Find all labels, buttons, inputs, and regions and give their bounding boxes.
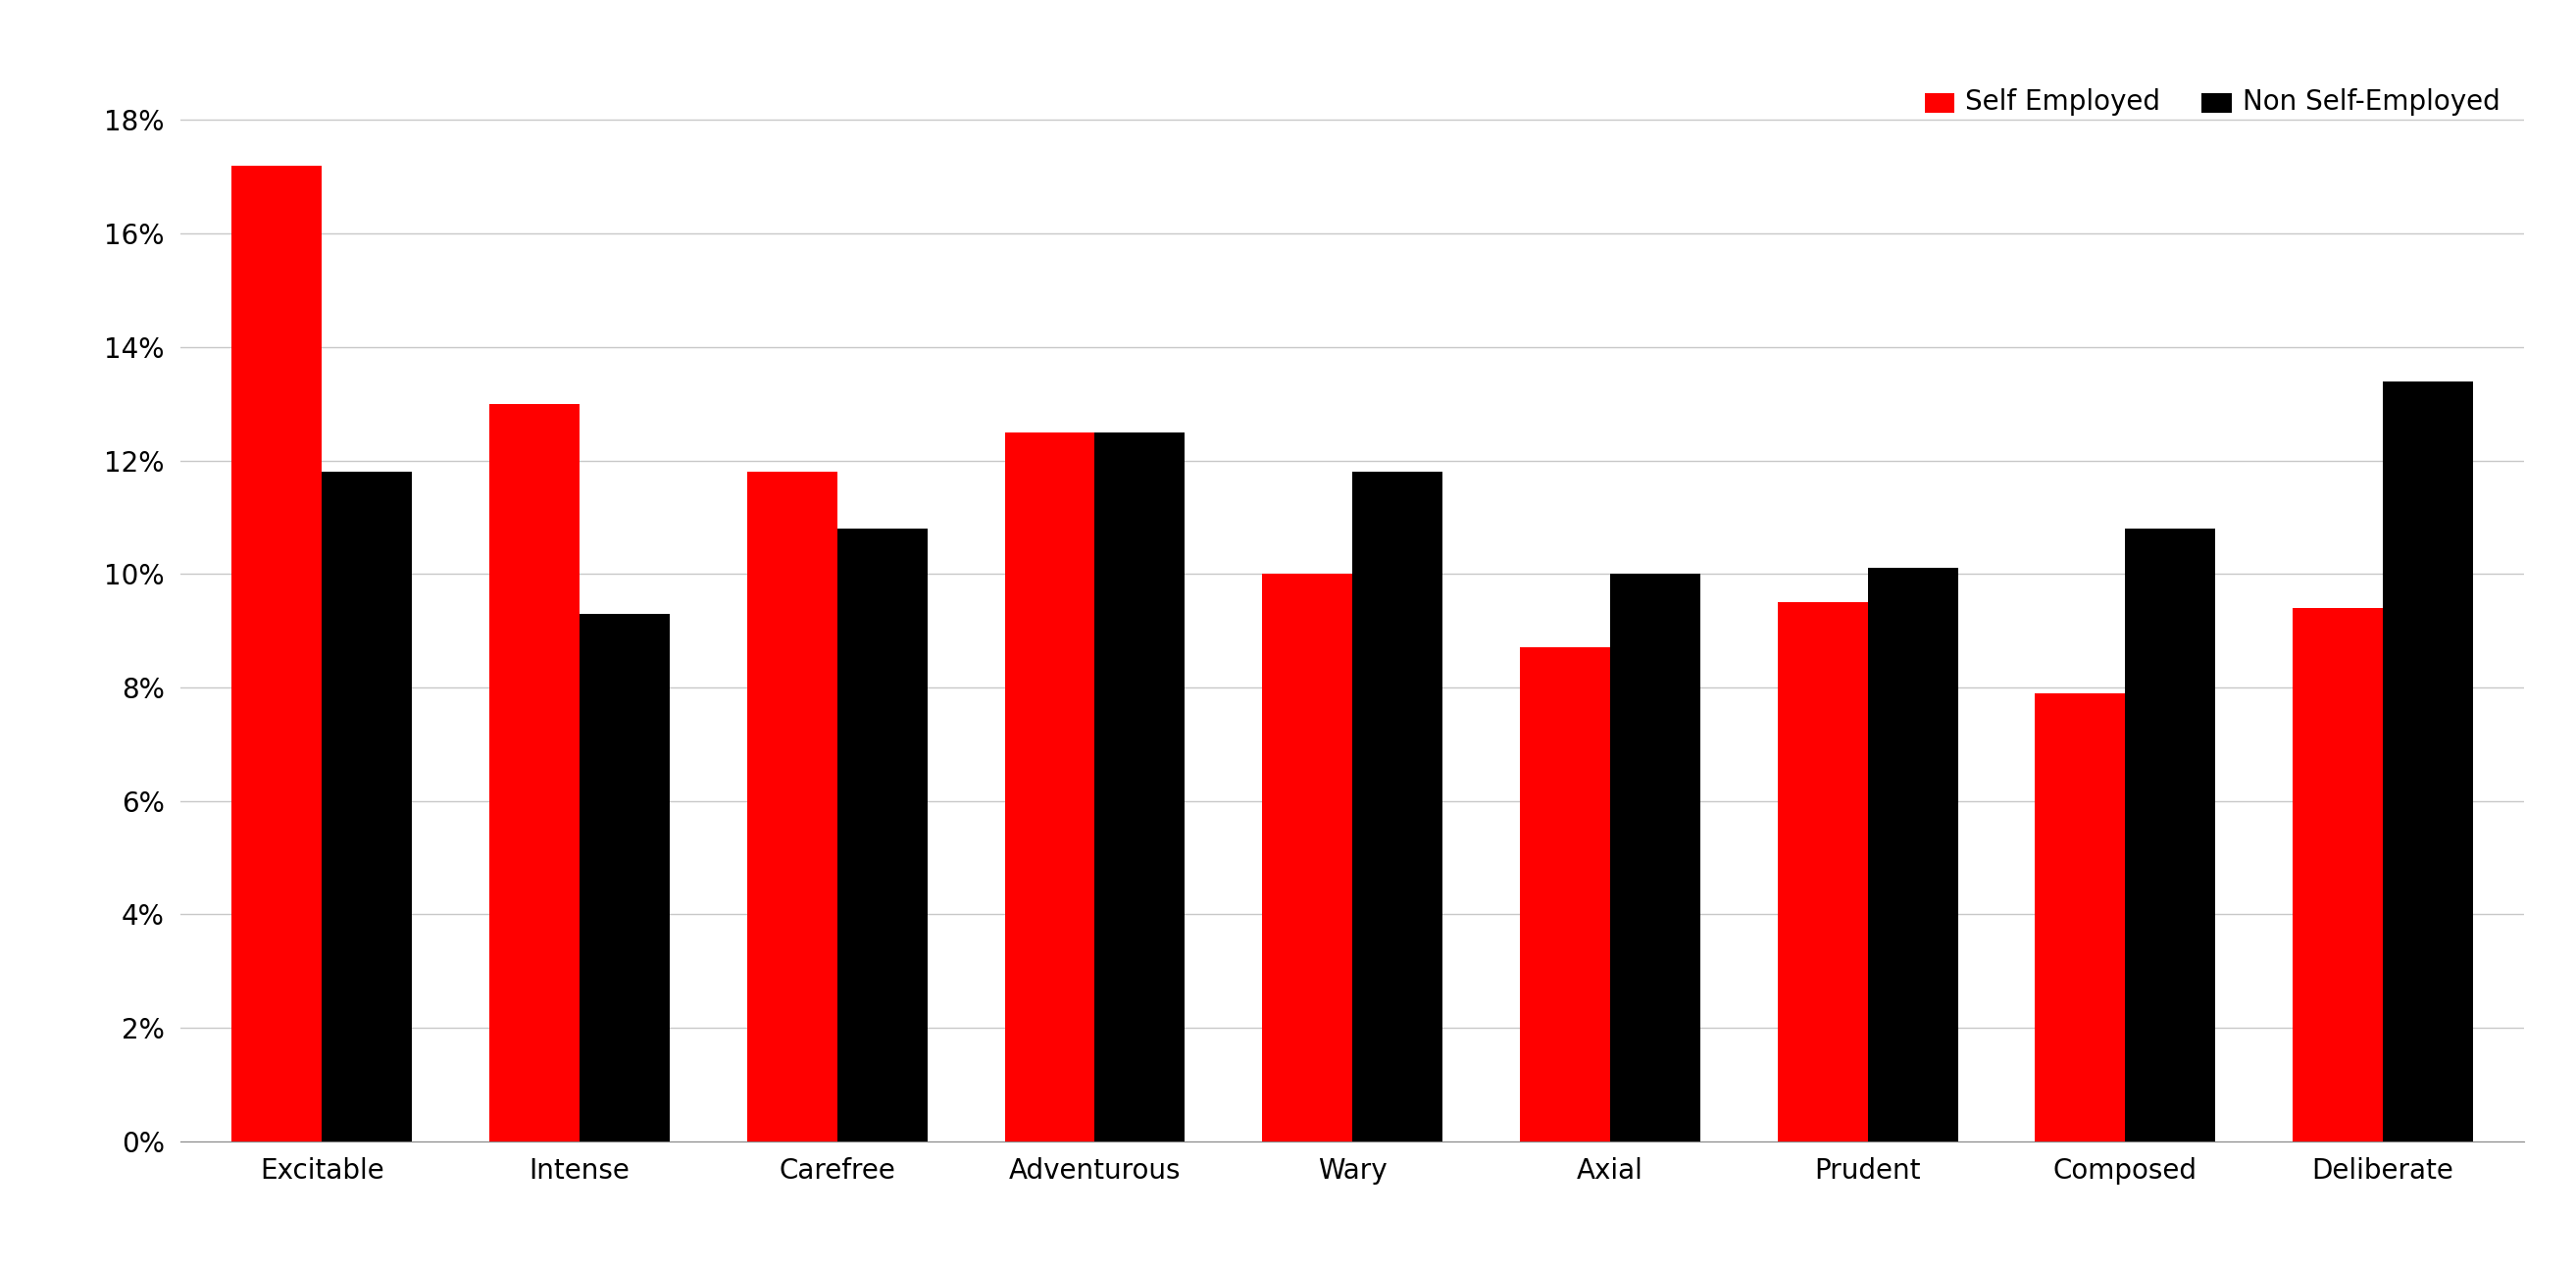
Bar <box>322 472 412 1141</box>
Bar <box>1868 568 1958 1141</box>
Bar <box>2035 694 2125 1141</box>
Bar <box>489 403 580 1141</box>
Bar <box>2293 607 2383 1141</box>
Bar <box>2125 529 2215 1141</box>
Bar <box>580 614 670 1141</box>
Bar <box>1005 432 1095 1141</box>
Bar <box>232 166 322 1141</box>
Bar <box>1520 648 1610 1141</box>
Legend: Self Employed, Non Self-Employed: Self Employed, Non Self-Employed <box>1914 77 2512 127</box>
Bar <box>2383 382 2473 1141</box>
Bar <box>1352 472 1443 1141</box>
Bar <box>1777 602 1868 1141</box>
Bar <box>747 472 837 1141</box>
Bar <box>1095 432 1185 1141</box>
Bar <box>1262 574 1352 1141</box>
Bar <box>1610 574 1700 1141</box>
Bar <box>837 529 927 1141</box>
